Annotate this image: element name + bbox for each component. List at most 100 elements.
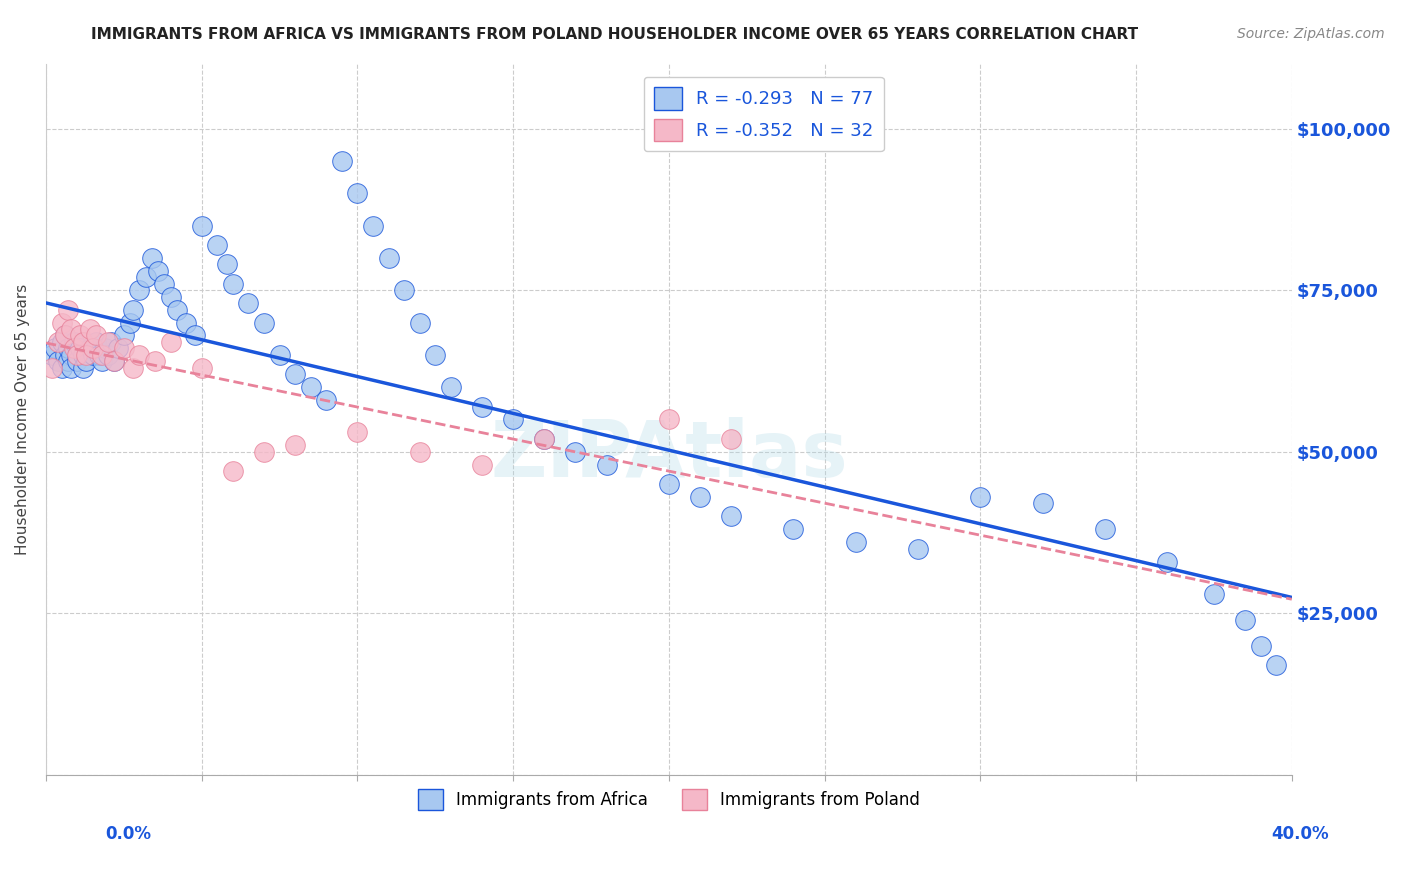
Text: 0.0%: 0.0% <box>105 825 152 843</box>
Point <box>97 334 120 349</box>
Point <box>41 360 63 375</box>
Point <box>66 354 89 368</box>
Point <box>284 438 307 452</box>
Point <box>330 153 353 168</box>
Point <box>53 328 76 343</box>
Point <box>79 322 101 336</box>
Point <box>595 458 617 472</box>
Point <box>392 283 415 297</box>
Point <box>59 322 82 336</box>
Point <box>122 302 145 317</box>
Point <box>1265 657 1288 672</box>
Point <box>269 348 291 362</box>
Point <box>346 425 368 440</box>
Point <box>159 334 181 349</box>
Point <box>91 348 114 362</box>
Point <box>299 380 322 394</box>
Point <box>658 477 681 491</box>
Point <box>84 334 107 349</box>
Point <box>69 342 91 356</box>
Point <box>44 342 66 356</box>
Point <box>79 342 101 356</box>
Point <box>72 334 94 349</box>
Text: Source: ZipAtlas.com: Source: ZipAtlas.com <box>1237 27 1385 41</box>
Point <box>377 251 399 265</box>
Point <box>84 328 107 343</box>
Point <box>53 348 76 362</box>
Point <box>59 360 82 375</box>
Point <box>1234 613 1257 627</box>
Point <box>409 316 432 330</box>
Point <box>66 348 89 362</box>
Point <box>207 238 229 252</box>
Point <box>56 302 79 317</box>
Point <box>502 412 524 426</box>
Point <box>51 360 73 375</box>
Point <box>87 348 110 362</box>
Point <box>346 186 368 201</box>
Point <box>533 432 555 446</box>
Point <box>56 342 79 356</box>
Point <box>72 360 94 375</box>
Point <box>72 348 94 362</box>
Point <box>41 348 63 362</box>
Point <box>174 316 197 330</box>
Point <box>658 412 681 426</box>
Point <box>409 444 432 458</box>
Point <box>75 354 97 368</box>
Point <box>120 316 142 330</box>
Point <box>59 348 82 362</box>
Point <box>215 257 238 271</box>
Point <box>75 348 97 362</box>
Point <box>107 342 129 356</box>
Point <box>103 354 125 368</box>
Point <box>66 348 89 362</box>
Point <box>720 432 742 446</box>
Point <box>184 328 207 343</box>
Point <box>1094 522 1116 536</box>
Point <box>146 264 169 278</box>
Point <box>1250 639 1272 653</box>
Point <box>56 354 79 368</box>
Point <box>284 368 307 382</box>
Point <box>159 290 181 304</box>
Point <box>1032 496 1054 510</box>
Point <box>63 342 86 356</box>
Point <box>1156 555 1178 569</box>
Point <box>166 302 188 317</box>
Point <box>969 490 991 504</box>
Point <box>471 458 494 472</box>
Point <box>720 509 742 524</box>
Text: IMMIGRANTS FROM AFRICA VS IMMIGRANTS FROM POLAND HOUSEHOLDER INCOME OVER 65 YEAR: IMMIGRANTS FROM AFRICA VS IMMIGRANTS FRO… <box>91 27 1139 42</box>
Point <box>53 328 76 343</box>
Point <box>153 277 176 291</box>
Point <box>91 354 114 368</box>
Point <box>97 348 120 362</box>
Legend: Immigrants from Africa, Immigrants from Poland: Immigrants from Africa, Immigrants from … <box>412 782 927 816</box>
Point <box>471 400 494 414</box>
Point <box>112 328 135 343</box>
Point <box>128 283 150 297</box>
Point <box>122 360 145 375</box>
Point <box>564 444 586 458</box>
Point <box>253 316 276 330</box>
Point <box>845 535 868 549</box>
Point <box>143 354 166 368</box>
Point <box>222 464 245 478</box>
Point <box>238 296 260 310</box>
Point <box>82 342 104 356</box>
Point <box>135 270 157 285</box>
Point <box>222 277 245 291</box>
Point <box>190 360 212 375</box>
Point <box>425 348 447 362</box>
Point <box>112 342 135 356</box>
Point <box>315 392 337 407</box>
Point <box>907 541 929 556</box>
Point <box>782 522 804 536</box>
Point <box>82 348 104 362</box>
Y-axis label: Householder Income Over 65 years: Householder Income Over 65 years <box>15 284 30 555</box>
Point <box>48 354 70 368</box>
Point <box>69 328 91 343</box>
Point <box>141 251 163 265</box>
Point <box>94 342 117 356</box>
